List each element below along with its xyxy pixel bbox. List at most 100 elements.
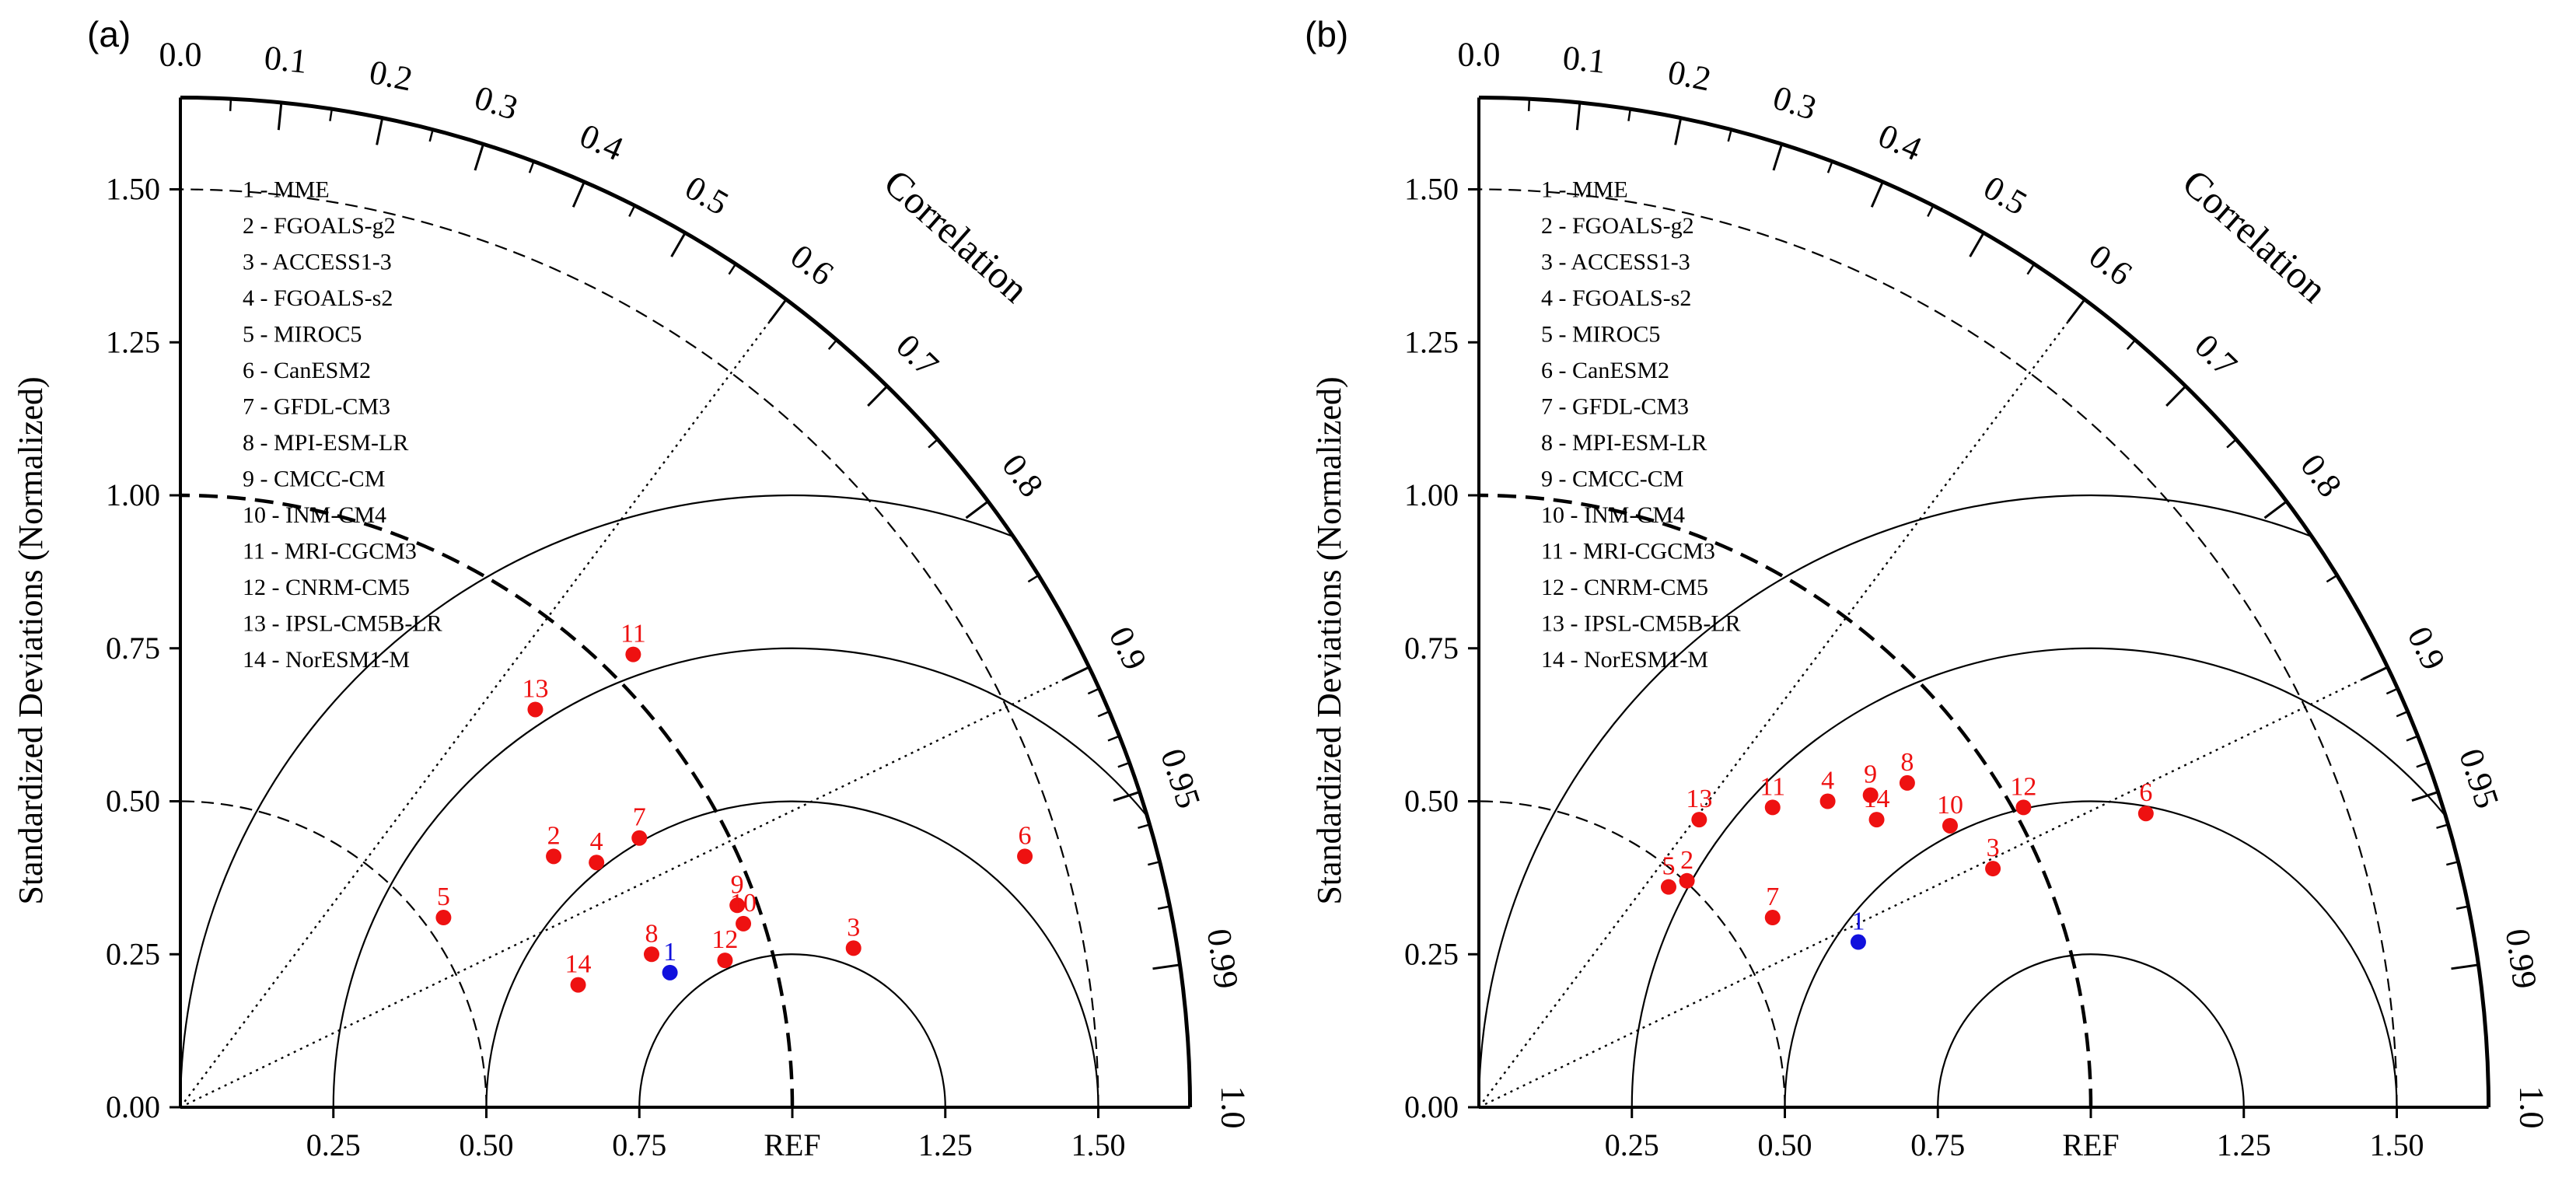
model-point: [2137, 806, 2154, 822]
mme-point: [1850, 934, 1866, 950]
correlation-tick: [1969, 232, 1985, 257]
point-label: 13: [522, 674, 548, 703]
legend-entry: 14 - NorESM1-M: [243, 647, 410, 673]
ref-label: REF: [764, 1127, 820, 1162]
point-label: 13: [1686, 785, 1712, 813]
point-label: 2: [547, 821, 561, 850]
correlation-tick-label: 0.4: [1873, 116, 1928, 168]
point-label: 9: [1864, 760, 1877, 789]
legend-entry: 8 - MPI-ESM-LR: [1541, 430, 1707, 456]
y-tick-label: 0.25: [106, 936, 160, 971]
correlation-minor-tick: [1087, 687, 1100, 695]
model-point: [1764, 910, 1781, 926]
x-tick-label: 0.50: [1758, 1127, 1812, 1162]
correlation-tick: [867, 385, 889, 407]
point-label: 3: [1987, 834, 2000, 862]
legend-entry: 1 - MME: [1541, 177, 1628, 203]
legend-entry: 4 - FGOALS-s2: [243, 285, 393, 311]
y-tick-label: 0.50: [1404, 784, 1459, 819]
correlation-minor-tick: [2396, 710, 2409, 718]
taylor-panel-b: (b)0.000.250.500.751.001.251.500.25 0.50 0…: [1305, 14, 2551, 1162]
correlation-tick-label: 0.7: [2187, 327, 2245, 383]
rmsd-arc: [1937, 953, 2245, 1108]
correlation-tick-label: 0.99: [1200, 926, 1246, 991]
correlation-minor-tick: [1157, 905, 1170, 910]
correlation-tick: [474, 143, 484, 171]
correlation-tick: [768, 299, 788, 323]
taylor-panel-a: (a)0.000.250.500.751.001.251.500.25 0.50 0…: [12, 14, 1253, 1162]
y-tick-label: 1.25: [1404, 324, 1459, 359]
correlation-tick-label: 0.8: [994, 447, 1050, 504]
y-tick-label: 1.25: [106, 324, 160, 359]
legend-entry: 14 - NorESM1-M: [1541, 647, 1708, 673]
correlation-minor-tick: [2416, 761, 2429, 768]
x-tick-label: 1.50: [1071, 1127, 1126, 1162]
ref-label: REF: [2062, 1127, 2119, 1162]
point-label: 8: [1900, 748, 1914, 777]
correlation-tick-label: 0.99: [2498, 926, 2544, 991]
model-point: [1691, 812, 1707, 828]
y-tick-label: 0.00: [106, 1089, 160, 1124]
y-axis-title: Standardized Deviations (Normalized): [12, 376, 50, 904]
correlation-tick: [2362, 666, 2389, 680]
correlation-minor-tick: [1148, 861, 1160, 866]
point-label: 5: [1662, 852, 1675, 881]
model-point: [631, 830, 648, 846]
point-label: 3: [847, 913, 860, 942]
correlation-minor-tick: [1117, 761, 1131, 768]
std-arc-0-5: [1478, 800, 1786, 1108]
correlation-axis-title: Correlation: [2174, 160, 2335, 310]
y-tick-label: 1.00: [106, 477, 160, 512]
model-point: [1679, 872, 1695, 889]
model-point: [1985, 861, 2001, 877]
correlation-tick-label: 0.5: [679, 168, 735, 222]
legend-entry: 3 - ACCESS1-3: [243, 250, 392, 275]
rmsd-arc: [332, 647, 1148, 1108]
correlation-minor-tick: [2406, 735, 2419, 742]
std-arc-1-5: [1478, 188, 2398, 1108]
y-tick-label: 1.00: [1404, 477, 1459, 512]
correlation-minor-tick: [1107, 735, 1120, 742]
point-label: 9: [731, 870, 744, 899]
point-label: 7: [1766, 883, 1779, 911]
legend-entry: 12 - CNRM-CM5: [1541, 575, 1708, 600]
correlation-minor-tick: [1826, 161, 1833, 173]
correlation-tick: [1575, 102, 1582, 131]
y-tick-label: 0.50: [106, 784, 160, 819]
point-label: 6: [1019, 821, 1032, 850]
point-label: 11: [620, 620, 646, 648]
model-point: [527, 701, 544, 718]
rmsd-arc: [1631, 647, 2447, 1108]
x-tick-label: 0.75: [612, 1127, 666, 1162]
point-label: 11: [1760, 772, 1785, 801]
x-tick-label: 1.50: [2370, 1127, 2424, 1162]
correlation-minor-tick: [2026, 263, 2036, 275]
correlation-minor-tick: [329, 108, 334, 121]
correlation-tick: [1674, 117, 1683, 145]
legend-entry: 9 - CMCC-CM: [243, 467, 385, 492]
std-arc-1-5: [180, 188, 1099, 1108]
y-tick-label: 1.50: [106, 172, 160, 207]
legend-entry: 11 - MRI-CGCM3: [243, 539, 417, 565]
x-tick-label: 0.25: [306, 1127, 361, 1162]
point-label: 6: [2139, 778, 2152, 807]
correlation-tick-label: 0.7: [889, 327, 946, 383]
model-point: [1942, 817, 1958, 834]
correlation-minor-tick: [229, 99, 232, 111]
model-point: [736, 915, 752, 932]
legend-entry: 3 - ACCESS1-3: [1541, 250, 1690, 275]
correlation-tick: [1772, 143, 1783, 171]
correlation-minor-tick: [1727, 129, 1732, 142]
model-point: [1017, 848, 1033, 865]
point-label: 4: [590, 827, 603, 856]
correlation-tick-label: 0.2: [366, 53, 416, 99]
correlation-tick-label: 0.8: [2293, 447, 2349, 504]
correlation-minor-tick: [1097, 710, 1110, 718]
legend-entry: 7 - GFDL-CM3: [243, 394, 390, 420]
legend-entry: 10 - INM-CM4: [243, 502, 386, 528]
point-label: 14: [1864, 785, 1890, 813]
correlation-tick: [2411, 791, 2439, 802]
reference-std-arc: [1478, 493, 2093, 1108]
point-label: 1: [663, 938, 676, 967]
